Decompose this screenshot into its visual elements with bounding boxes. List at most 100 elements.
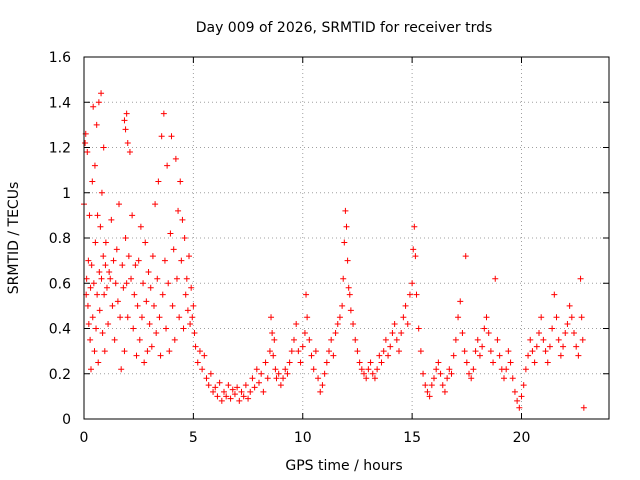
- data-point: [291, 336, 297, 343]
- data-point: [481, 325, 488, 332]
- data-point: [345, 284, 352, 291]
- data-point: [124, 314, 131, 321]
- data-point: [205, 382, 212, 389]
- data-point: [207, 370, 214, 377]
- data-point: [154, 275, 161, 282]
- data-point: [223, 393, 230, 400]
- data-point: [332, 330, 339, 337]
- data-point: [216, 379, 223, 386]
- data-point: [169, 302, 176, 309]
- data-point: [190, 302, 197, 309]
- data-point: [184, 307, 191, 314]
- data-point: [176, 314, 183, 321]
- data-point: [210, 388, 217, 395]
- data-point: [505, 348, 512, 355]
- data-point: [114, 298, 121, 305]
- data-point: [218, 397, 225, 404]
- data-point: [306, 336, 313, 343]
- data-point: [413, 291, 420, 298]
- data-point: [282, 366, 289, 373]
- data-point: [518, 393, 525, 400]
- data-point: [295, 348, 302, 355]
- data-point: [540, 336, 547, 343]
- data-point: [149, 253, 156, 260]
- data-point: [108, 216, 115, 223]
- data-point: [179, 216, 186, 223]
- data-point: [487, 348, 494, 355]
- data-point: [157, 352, 164, 359]
- data-point: [286, 359, 293, 366]
- data-point: [88, 262, 95, 269]
- data-point: [433, 366, 440, 373]
- data-point: [352, 336, 359, 343]
- data-point: [374, 366, 381, 373]
- data-point: [509, 375, 516, 382]
- data-point: [376, 352, 383, 359]
- data-point: [253, 366, 260, 373]
- data-point: [269, 330, 276, 337]
- data-point: [126, 149, 133, 156]
- data-point: [93, 325, 100, 332]
- data-point: [140, 280, 147, 287]
- data-point: [457, 298, 464, 305]
- data-point: [344, 257, 351, 264]
- data-point: [342, 207, 349, 214]
- data-point: [242, 382, 249, 389]
- data-point: [272, 366, 279, 373]
- data-point: [94, 291, 101, 298]
- data-point: [412, 253, 419, 260]
- data-point: [247, 388, 254, 395]
- data-point: [172, 155, 179, 162]
- data-point: [514, 397, 521, 404]
- data-point: [229, 386, 236, 393]
- data-point: [371, 375, 378, 382]
- data-point: [91, 162, 98, 169]
- data-point: [369, 370, 376, 377]
- data-point: [225, 382, 232, 389]
- data-point: [171, 336, 178, 343]
- data-point: [361, 370, 367, 377]
- data-point: [492, 275, 499, 282]
- data-point: [147, 284, 154, 291]
- data-point: [568, 314, 575, 321]
- data-point: [393, 336, 400, 343]
- data-point: [236, 397, 243, 404]
- data-point: [304, 314, 311, 321]
- data-point: [336, 314, 343, 321]
- data-point: [221, 388, 227, 395]
- data-point: [299, 343, 306, 350]
- data-point: [106, 268, 113, 275]
- data-point: [378, 359, 385, 366]
- chart-title: Day 009 of 2026, SRMTID for receiver trd…: [196, 20, 493, 36]
- data-point: [103, 284, 110, 291]
- data-point: [531, 359, 538, 366]
- data-point: [479, 343, 486, 350]
- data-point: [153, 330, 160, 337]
- data-point: [101, 291, 108, 298]
- data-point: [152, 201, 159, 208]
- data-point: [95, 99, 102, 106]
- data-point: [120, 284, 127, 291]
- data-point: [402, 302, 409, 309]
- data-point: [398, 330, 405, 337]
- data-point: [159, 291, 166, 298]
- data-point: [245, 395, 252, 402]
- data-point: [238, 388, 245, 395]
- data-point: [538, 314, 545, 321]
- data-point: [341, 239, 348, 246]
- data-point: [326, 348, 332, 355]
- ticks-layer: 0 0.2 0.4 0.6 0.8 1 1.2 1.4 1.6 0 5 10 15 20: [49, 50, 609, 446]
- data-point: [437, 370, 444, 377]
- data-point: [308, 352, 315, 359]
- data-point: [410, 246, 417, 253]
- data-point: [411, 223, 418, 230]
- data-point: [93, 121, 100, 128]
- data-point: [186, 253, 192, 260]
- data-point: [461, 348, 468, 355]
- data-point: [111, 336, 118, 343]
- data-point: [142, 239, 149, 246]
- data-point: [452, 336, 459, 343]
- data-point: [180, 325, 187, 332]
- data-point: [85, 320, 92, 327]
- data-point: [293, 320, 300, 327]
